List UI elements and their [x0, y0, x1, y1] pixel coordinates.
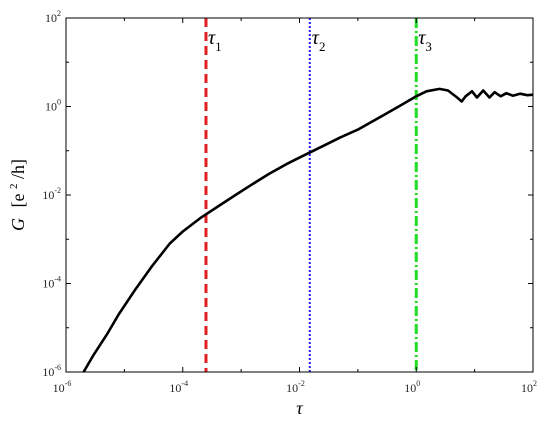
y-axis-label: G [e 2 /h] — [1, 159, 28, 231]
x-tick-label: 10-6 — [53, 379, 72, 395]
series-group — [82, 87, 534, 373]
x-tick-label: 10-2 — [286, 379, 305, 395]
tau-label-1: τ1 — [208, 27, 222, 54]
y-axis-unit-prefix: [e — [8, 193, 28, 207]
x-tick-label: 10-4 — [169, 379, 188, 395]
y-axis-symbol: G — [8, 218, 28, 231]
plot-frame — [65, 17, 534, 373]
reference-lines — [204, 18, 418, 372]
y-tick-labels: 10-6 10-4 10-2 100 102 — [42, 9, 61, 379]
y-tick-label: 10-4 — [42, 275, 61, 291]
y-tick-label: 10-2 — [42, 186, 61, 202]
x-axis-label: τ — [296, 398, 303, 418]
annotations: τ1 τ2 τ3 — [208, 27, 432, 54]
x-tick-label: 102 — [521, 379, 537, 395]
y-axis-unit-power: 2 — [8, 184, 20, 190]
tau-label-3: τ3 — [418, 27, 432, 54]
y-tick-label: 102 — [45, 9, 61, 25]
data-curve-1 — [82, 87, 534, 373]
axis-ticks — [65, 17, 534, 373]
tau-label-2: τ2 — [312, 27, 326, 54]
y-axis-unit-suffix: /h] — [8, 159, 28, 179]
x-tick-label: 100 — [404, 379, 420, 395]
y-tick-label: 10-6 — [42, 363, 61, 379]
x-tick-labels: 10-6 10-4 10-2 100 102 — [53, 379, 537, 395]
y-tick-label: 100 — [45, 98, 61, 114]
